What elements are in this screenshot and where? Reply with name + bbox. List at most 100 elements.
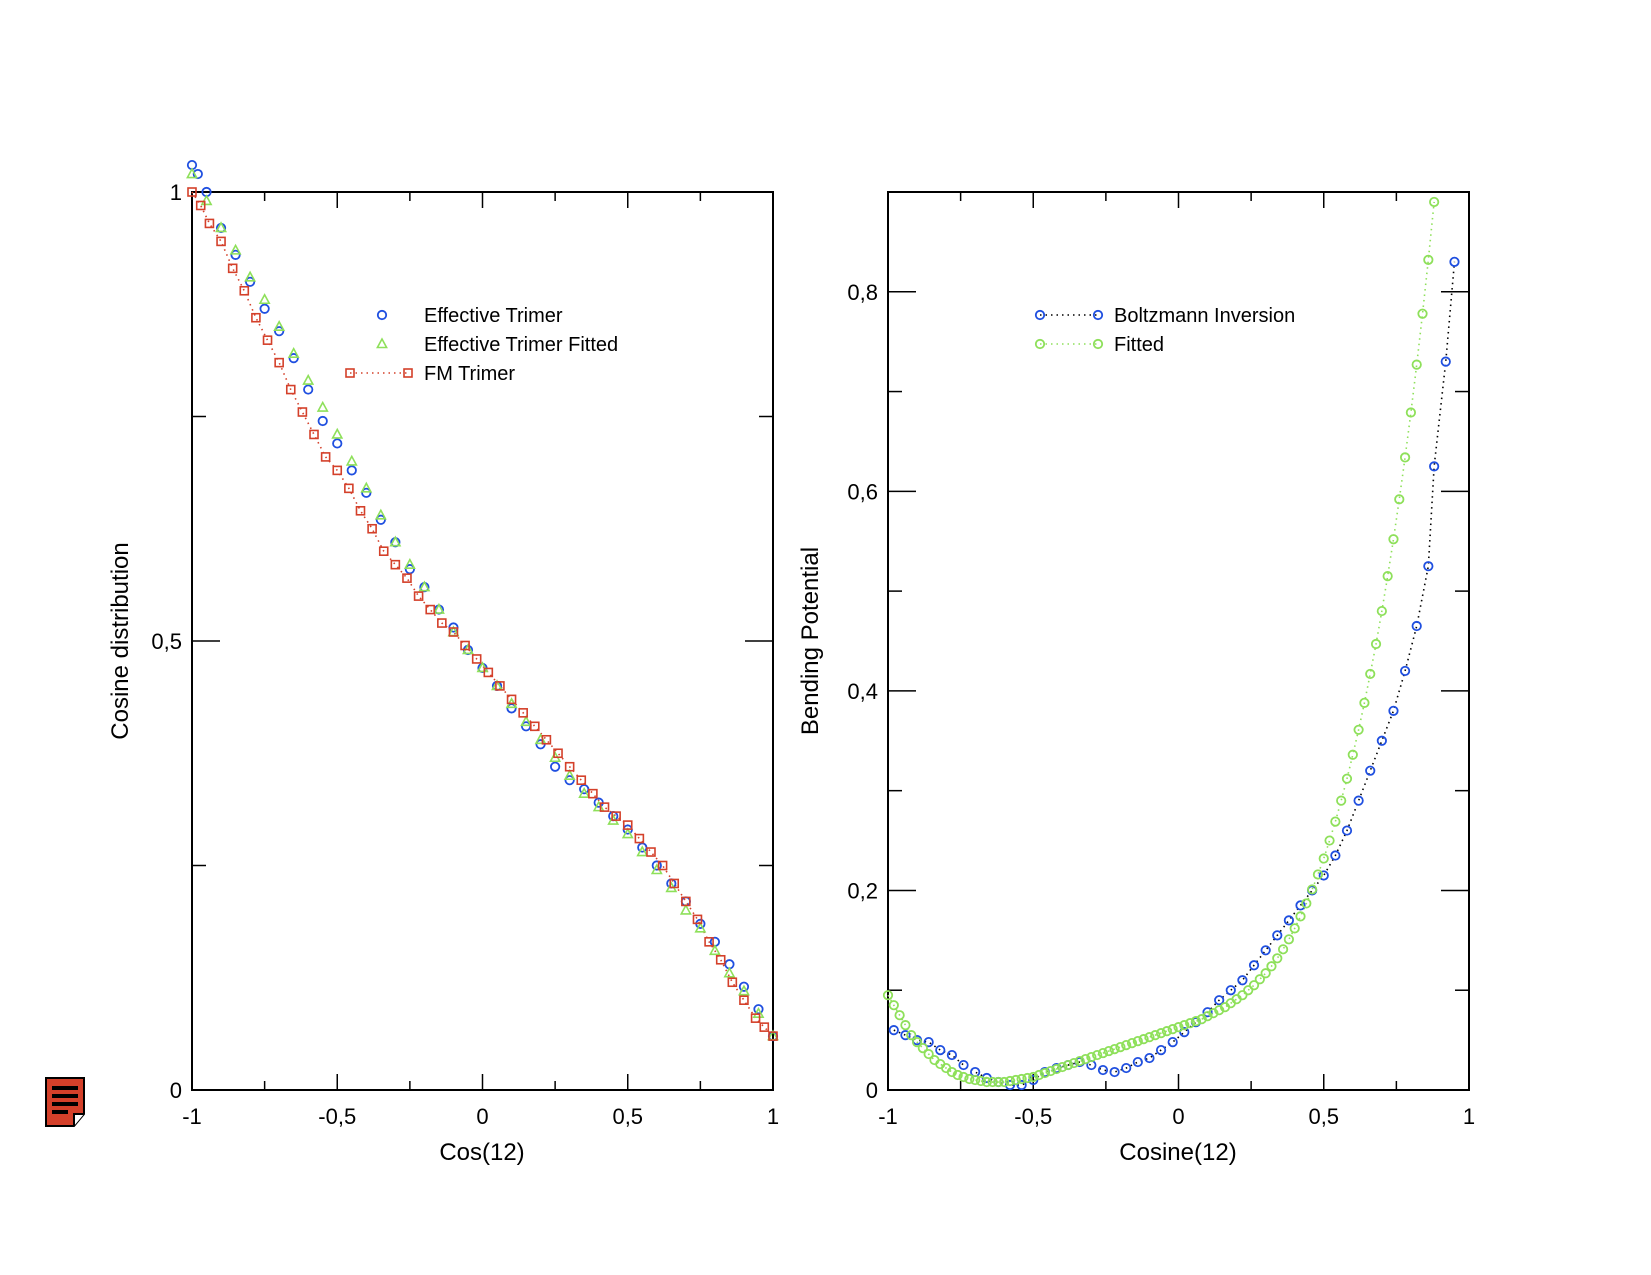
right-series-0-point <box>958 1059 969 1071</box>
right-series-1-point <box>1121 1040 1132 1051</box>
right-y-tick-label: 0,2 <box>847 878 878 903</box>
left-series-1-point <box>258 293 271 305</box>
right-series-1-point <box>1167 1024 1178 1035</box>
right-series-1-point <box>1155 1028 1167 1039</box>
left-series-0-point <box>738 981 750 992</box>
right-series-1-point <box>1097 1047 1109 1059</box>
right-x-tick-label: 0,5 <box>1308 1104 1339 1129</box>
left-x-tick-label: 1 <box>767 1104 779 1129</box>
right-series-0-point <box>1004 1079 1016 1091</box>
left-series-2-point <box>529 721 540 732</box>
right-y-tick-label: 0,6 <box>847 479 878 504</box>
right-x-tick-label: 1 <box>1463 1104 1475 1129</box>
right-series-1-point <box>1248 980 1260 991</box>
right-series-1-point <box>1376 605 1387 617</box>
right-series-1-point <box>1411 359 1422 370</box>
left-series-1-point <box>389 535 402 547</box>
left-series-2-point <box>657 860 668 871</box>
left-series-2-point <box>483 667 494 678</box>
right-series-1-point <box>1033 1069 1045 1081</box>
left-series-2-point <box>768 1031 778 1041</box>
right-series-1-point <box>952 1069 963 1081</box>
left-series-1-point <box>403 557 416 569</box>
right-legend-marker <box>1092 338 1104 350</box>
right-legend-marker <box>1034 309 1046 321</box>
right-series-0-point <box>1365 765 1376 776</box>
right-series-1-point <box>1330 816 1341 827</box>
left-series-2-point <box>297 407 308 417</box>
right-y-tick-label: 0,8 <box>847 280 878 305</box>
right-series-0-point <box>1429 461 1440 472</box>
right-series-1-point <box>1080 1053 1091 1065</box>
left-series-1-point <box>345 454 358 466</box>
left-series-2-point <box>541 734 552 745</box>
right-series-0-point <box>1449 256 1460 267</box>
note-icon[interactable] <box>44 1076 88 1128</box>
left-series-2-point <box>739 995 749 1006</box>
right-series-0-point <box>1202 1007 1213 1018</box>
right-series-1-point <box>1132 1036 1143 1047</box>
right-series-1-point <box>1202 1011 1213 1022</box>
right-y-tick-label: 0,4 <box>847 679 878 704</box>
left-series-1-point <box>302 373 315 385</box>
right-series-1-point <box>1103 1045 1114 1057</box>
left-series-1-point <box>476 661 489 673</box>
right-legend-marker <box>1092 309 1104 321</box>
left-y-tick-label: 0,5 <box>151 629 182 654</box>
left-x-tick-label: -1 <box>182 1104 202 1129</box>
right-series-markers <box>882 196 1460 1091</box>
right-series-0-point <box>1440 356 1451 367</box>
left-series-1-point <box>186 167 198 179</box>
right-series-1-point <box>1318 853 1329 864</box>
left-series-0-point <box>259 303 270 314</box>
left-series-1-point <box>520 715 533 727</box>
right-ticks: -1 -0,5 0 0,5 1 0 0,2 0,4 0,6 0,8 <box>847 191 1475 1129</box>
left-series-0-point <box>550 761 561 772</box>
left-series-2-point <box>378 546 389 557</box>
left-series-2-point <box>704 937 714 947</box>
right-series-1-point <box>987 1076 998 1088</box>
right-legend-label: Boltzmann Inversion <box>1114 305 1295 327</box>
right-series-1-point <box>1057 1061 1068 1073</box>
right-y-tick-label: 0 <box>866 1078 878 1103</box>
left-x-tick-label: -0,5 <box>318 1104 356 1129</box>
left-series-2-point <box>402 573 412 583</box>
left-series-0-point <box>651 860 662 871</box>
right-series-1-point <box>1277 944 1289 955</box>
left-series-2-point <box>611 811 621 821</box>
left-series-1-point <box>432 602 445 614</box>
left-series-0-point <box>375 514 386 525</box>
left-series-2-point <box>262 335 273 345</box>
left-series-1-point <box>331 427 344 439</box>
right-series-1-point <box>1353 724 1364 735</box>
right-series-1-point <box>1144 1032 1155 1043</box>
right-series-1-point <box>1289 923 1300 934</box>
left-legend-marker <box>376 337 388 349</box>
left-series-2-point <box>285 384 296 395</box>
right-series-1-point <box>1214 1005 1225 1016</box>
left-series-0-point <box>361 487 372 498</box>
right-series-0-point <box>1144 1052 1155 1064</box>
right-series-0-point <box>1411 620 1422 632</box>
right-series-1-point <box>917 1042 928 1054</box>
right-series-1-point <box>964 1073 975 1085</box>
right-series-0-point <box>1283 915 1294 926</box>
left-series-2-point <box>355 505 366 516</box>
right-series-0-point <box>923 1037 934 1048</box>
left-series-1-point <box>200 194 213 206</box>
left-series-0-point <box>564 775 575 786</box>
right-series-1-point <box>1341 773 1353 784</box>
right-series-1-point <box>1266 961 1277 972</box>
left-legend: Effective Trimer Effective Trimer Fitted F… <box>345 305 618 385</box>
right-series-1-point <box>1423 254 1434 265</box>
right-series-1-point <box>1179 1020 1190 1031</box>
right-series-1-point <box>981 1076 992 1088</box>
left-series-2-point <box>195 200 206 211</box>
right-series-1-point <box>1324 835 1335 846</box>
right-series-0-point <box>1376 735 1387 746</box>
left-legend-label: Effective Trimer Fitted <box>424 334 618 356</box>
right-series-1-point <box>900 1020 911 1031</box>
right-legend: Boltzmann Inversion Fitted <box>1034 305 1295 356</box>
right-series-1-point <box>1370 638 1382 650</box>
left-series-1-point <box>215 221 227 233</box>
